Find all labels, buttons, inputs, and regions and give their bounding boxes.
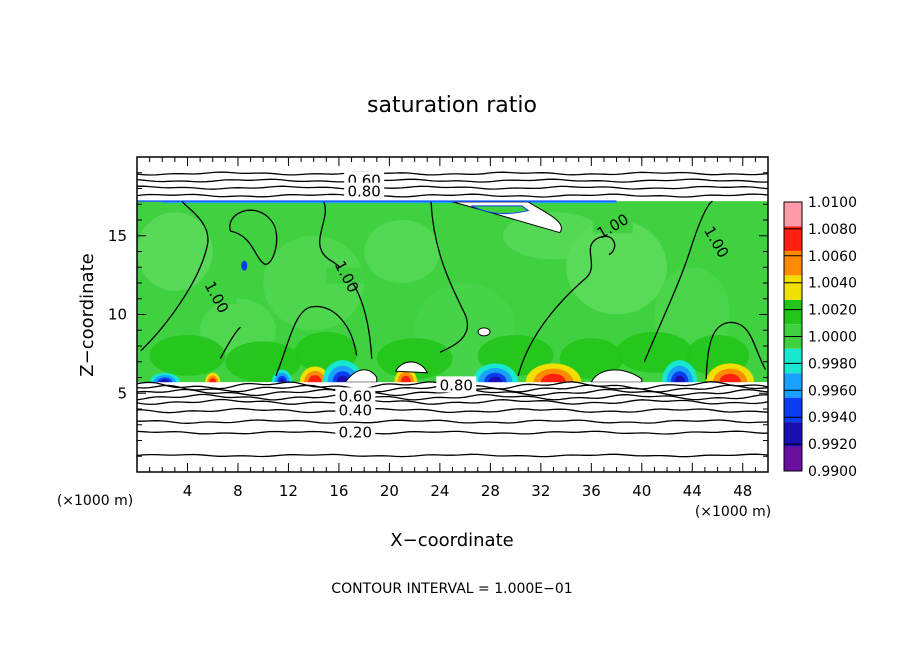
contour-label-bg-6 <box>436 376 477 393</box>
colorbar-label-10: 1.0100 <box>808 195 857 211</box>
contour-label-8: 0.40 <box>339 402 372 420</box>
contour-100-5 <box>430 201 468 353</box>
contour-label-bg-9 <box>335 423 376 440</box>
base-hole-b <box>394 361 429 374</box>
base-green-0 <box>149 334 226 376</box>
cloud-top-edge <box>162 201 617 204</box>
x-unit-label-right: (×1000 m) <box>695 504 771 520</box>
colorbar-label-4: 0.9980 <box>808 356 857 372</box>
contour-lower-2 <box>137 419 768 424</box>
colorbar-label-8: 1.0060 <box>808 249 857 265</box>
y-tick-label-0: 5 <box>117 384 127 402</box>
colorbar-swatch-2 <box>784 397 802 423</box>
mid-hole <box>477 327 491 337</box>
plot-area: 0.600.801.001.001.00 1.000.800.600.400.20… <box>108 156 769 500</box>
x-tick-label-5: 24 <box>430 482 449 500</box>
colorbar-swatch-1 <box>784 422 802 447</box>
contour-100-1 <box>219 326 241 359</box>
contour-100-3 <box>229 209 278 265</box>
contour-label-bg-5 <box>696 233 737 250</box>
contour-label-bg-3 <box>326 267 367 284</box>
colorbar-swatch-9 <box>784 226 802 251</box>
base-hole-a <box>344 369 378 383</box>
contour-100-6 <box>517 235 616 377</box>
colorbar-swatch-6 <box>784 299 802 325</box>
colorbar: 0.9900 0.9920 0.9940 0.9960 0.9980 1.0000 1.00… <box>783 195 857 480</box>
x-tick-label-8: 36 <box>582 482 601 500</box>
contour-lower-4 <box>137 398 768 406</box>
x-axis-title: X−coordinate <box>390 530 513 551</box>
colorbar-label-2: 0.9940 <box>808 410 857 426</box>
contour-label-bg-4 <box>592 217 633 234</box>
contour-label-bg-1 <box>344 182 385 199</box>
colorbar-swatch-8 <box>784 250 802 276</box>
x-tick-label-0: 4 <box>183 482 193 500</box>
x-tick-label-3: 16 <box>329 482 348 500</box>
x-tick-label-9: 40 <box>632 482 651 500</box>
contour-label-9: 0.20 <box>339 424 372 442</box>
contour-upper-2 <box>137 178 768 183</box>
field-patch-6 <box>364 220 440 283</box>
contour-upper-3 <box>137 171 768 176</box>
contour-upper-1 <box>137 185 768 190</box>
contour-label-1: 0.80 <box>347 183 380 201</box>
x-tick-label-10: 44 <box>683 482 702 500</box>
colorbar-swatch-3 <box>784 373 802 398</box>
contour-label-bg-7 <box>335 387 376 404</box>
contour-lower-5 <box>137 393 768 401</box>
colorbar-swatch-4 <box>784 348 802 374</box>
y-axis-title: Z−coordinate <box>77 253 98 376</box>
field-patch-0 <box>137 212 213 291</box>
field-patch-1 <box>263 235 365 331</box>
contour-lower-1 <box>137 430 768 435</box>
colorbar-label-7: 1.0040 <box>808 276 857 292</box>
x-tick-label-6: 28 <box>481 482 500 500</box>
contour-label-bg-2 <box>196 288 237 305</box>
contour-lower-0 <box>137 453 768 458</box>
contour-upper-0 <box>137 193 768 198</box>
cloud-top-hole-core <box>471 205 530 215</box>
x-tick-label-2: 12 <box>279 482 298 500</box>
contour-label-7: 0.60 <box>339 387 372 405</box>
blue-speck <box>241 260 248 271</box>
x-tick-label-4: 20 <box>380 482 399 500</box>
y-tick-label-2: 15 <box>108 227 127 245</box>
contour-100-7 <box>643 200 713 363</box>
x-tick-label-7: 32 <box>531 482 550 500</box>
colorbar-label-9: 1.0080 <box>808 222 857 238</box>
contour-100-2 <box>275 305 358 377</box>
colorbar-swatch-7 <box>784 275 802 300</box>
contour-100-8 <box>705 321 767 380</box>
colorbar-label-1: 0.9920 <box>808 437 857 453</box>
base-green-3 <box>376 338 453 380</box>
colorbar-swatch-0 <box>784 446 802 471</box>
contour-label-6: 0.80 <box>440 376 473 394</box>
colorbar-label-5: 1.0000 <box>808 330 857 346</box>
base-hole-c <box>590 369 643 383</box>
contour-100-4 <box>319 201 373 359</box>
x-tick-label-11: 48 <box>733 482 752 500</box>
x-unit-label-left: (×1000 m) <box>57 493 133 509</box>
colorbar-label-3: 0.9960 <box>808 383 857 399</box>
contour-lower-3 <box>137 407 768 414</box>
upper-clear-air <box>137 157 768 202</box>
colorbar-swatch-10 <box>784 202 802 227</box>
base-green-5 <box>559 338 623 380</box>
colorbar-label-6: 1.0020 <box>808 303 857 319</box>
colorbar-label-0: 0.9900 <box>808 464 857 480</box>
contour-label-bg-8 <box>335 401 376 418</box>
y-tick-label-1: 10 <box>108 306 127 324</box>
x-tick-label-1: 8 <box>233 482 243 500</box>
chart-title: saturation ratio <box>367 93 537 118</box>
contour-interval-footer: CONTOUR INTERVAL = 1.000E−01 <box>331 581 572 597</box>
contour-100-0 <box>140 200 209 352</box>
